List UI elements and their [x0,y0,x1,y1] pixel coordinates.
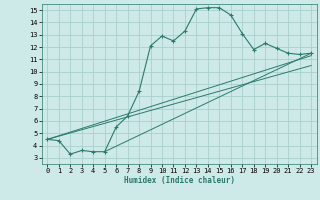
X-axis label: Humidex (Indice chaleur): Humidex (Indice chaleur) [124,176,235,185]
